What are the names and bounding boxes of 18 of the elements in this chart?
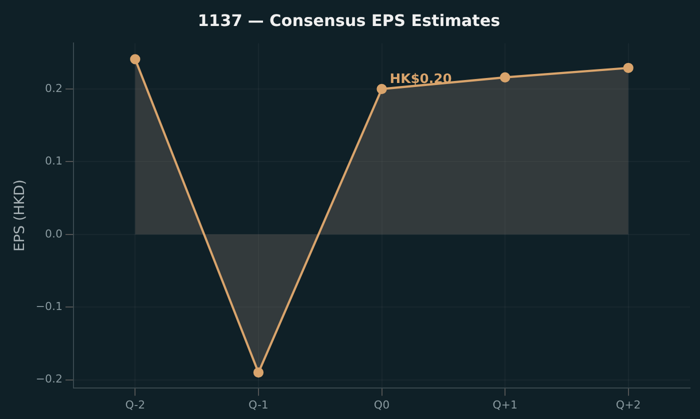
point [623,62,634,74]
x-tick-label: Q+1 [492,398,518,412]
y-tick-label: −0.2 [36,372,63,386]
y-tick-label: 0.2 [45,82,63,95]
y-tick-label: −0.1 [36,300,63,313]
y-tick-label: 0.1 [45,154,63,168]
y-tick-label: 0.0 [45,227,63,240]
point [376,84,387,94]
annotation: HK$0.20 [390,72,452,87]
point [253,367,264,378]
chart-title: 1137 — Consensus EPS Estimates [198,10,500,30]
point [130,54,140,64]
x-tick-label: Q-1 [248,398,268,412]
x-tick-label: Q0 [374,398,390,412]
x-tick-label: Q-2 [125,398,146,412]
y-axis-title: EPS (HKD) [12,179,28,252]
point [500,72,510,82]
x-tick-label: Q+2 [616,398,641,412]
